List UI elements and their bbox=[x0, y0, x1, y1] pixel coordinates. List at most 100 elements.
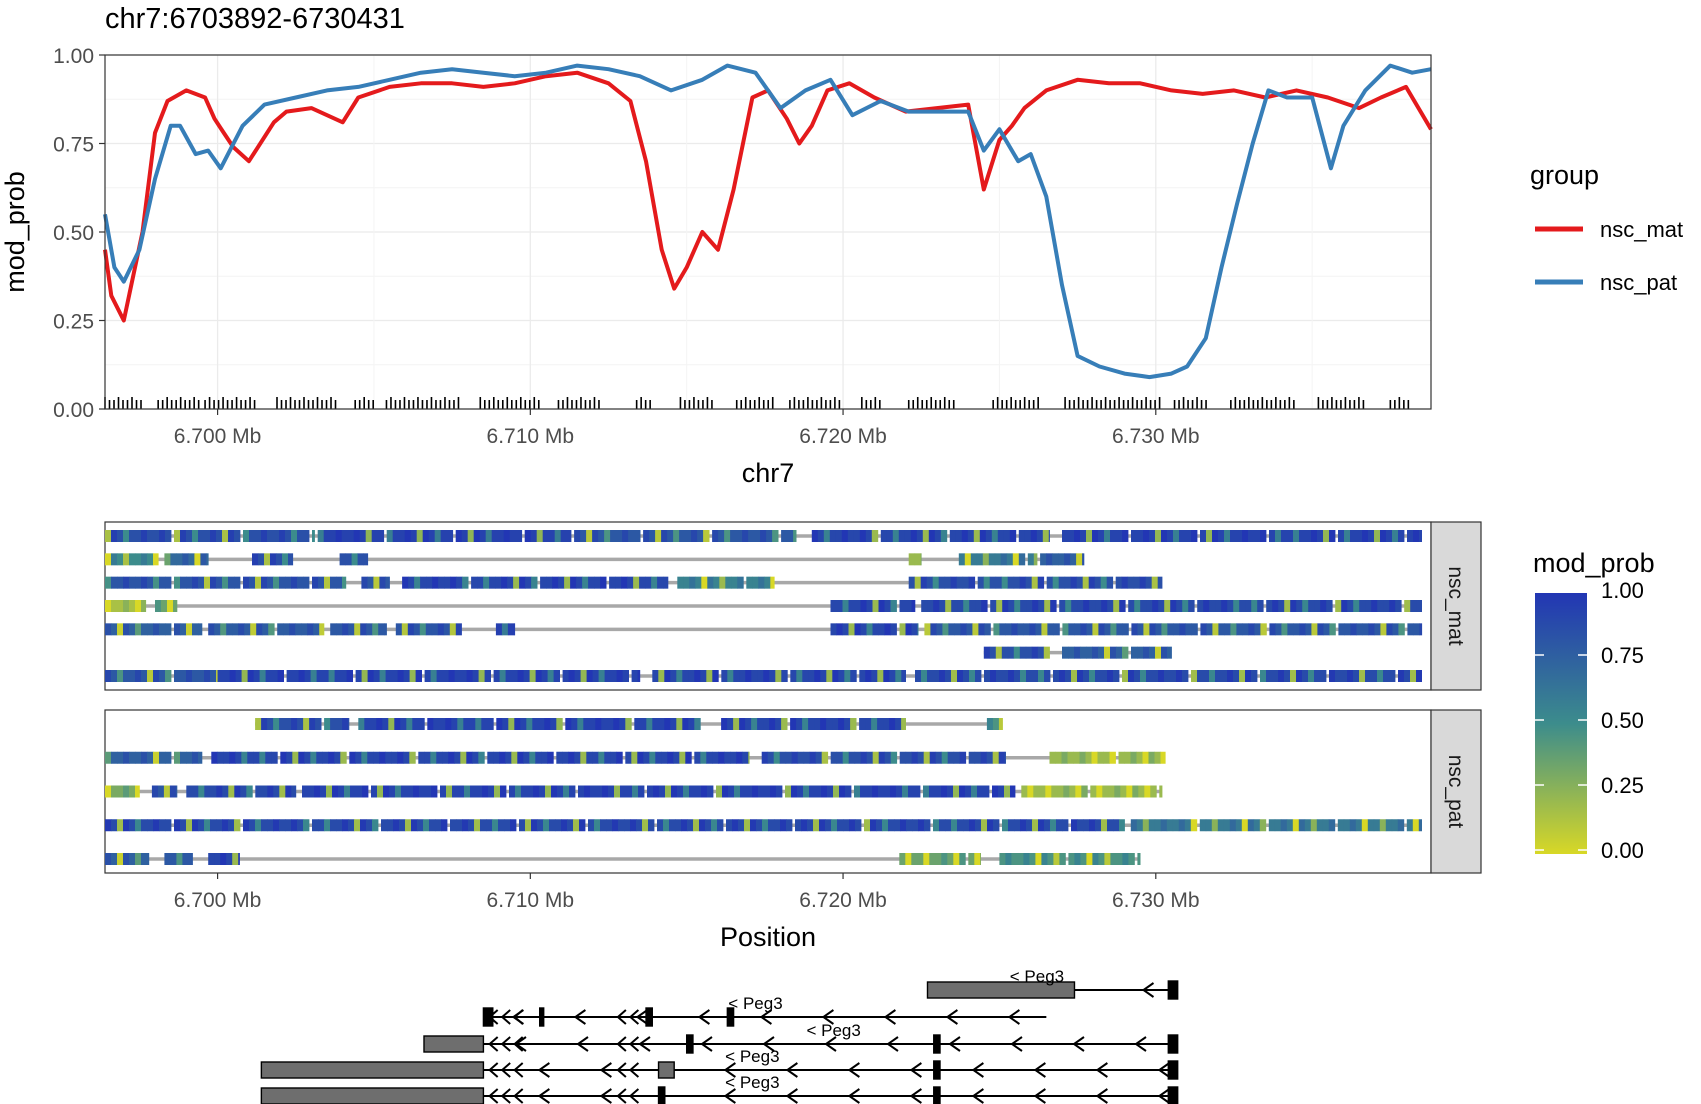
read-block bbox=[348, 623, 355, 636]
read-block bbox=[250, 623, 257, 636]
read-block bbox=[354, 819, 361, 832]
read-block bbox=[554, 530, 562, 542]
read-block bbox=[204, 785, 211, 798]
read-block bbox=[165, 819, 172, 832]
read-block bbox=[658, 670, 665, 682]
read-block bbox=[436, 751, 443, 764]
strand-arrow bbox=[945, 1009, 958, 1025]
strand-arrow bbox=[785, 1062, 798, 1078]
read-block bbox=[367, 751, 374, 764]
read-block bbox=[884, 600, 891, 612]
read-block bbox=[1092, 623, 1099, 636]
read-block bbox=[1149, 530, 1156, 542]
read-block bbox=[462, 819, 469, 832]
exon bbox=[657, 1086, 666, 1104]
read-block bbox=[135, 576, 142, 589]
read-block bbox=[658, 718, 665, 730]
read-block bbox=[192, 751, 199, 764]
read-block bbox=[726, 819, 733, 832]
read-block bbox=[141, 553, 148, 566]
read-block bbox=[865, 718, 872, 730]
read-block bbox=[401, 785, 408, 798]
read-block bbox=[141, 576, 148, 589]
read-block bbox=[117, 751, 124, 764]
read-block bbox=[892, 530, 900, 542]
strand-arrow bbox=[1010, 1036, 1023, 1052]
facet-strip-label: nsc_mat bbox=[1444, 566, 1467, 646]
read-block bbox=[1241, 819, 1249, 832]
read-block bbox=[661, 751, 668, 764]
read-block bbox=[1088, 576, 1096, 589]
strand-arrow bbox=[488, 1088, 499, 1104]
read-block bbox=[361, 670, 368, 682]
read-block bbox=[802, 670, 809, 682]
read-block bbox=[163, 785, 171, 798]
read-block bbox=[253, 751, 260, 764]
read-block bbox=[277, 623, 284, 636]
read-block bbox=[951, 600, 958, 612]
read-block bbox=[725, 576, 732, 589]
read-block bbox=[285, 819, 292, 832]
read-block bbox=[791, 751, 799, 764]
read-block bbox=[1211, 819, 1219, 832]
read-block bbox=[1296, 670, 1303, 682]
read-block bbox=[340, 670, 347, 682]
read-block bbox=[1160, 819, 1168, 832]
read-block bbox=[1173, 530, 1180, 542]
read-block bbox=[935, 751, 943, 764]
read-block bbox=[1026, 670, 1033, 682]
read-block bbox=[945, 670, 952, 682]
read-block bbox=[1215, 600, 1222, 612]
read-block bbox=[814, 670, 821, 682]
read-block bbox=[105, 553, 112, 566]
read-block bbox=[129, 785, 136, 798]
exon bbox=[1167, 1034, 1179, 1054]
read-row bbox=[255, 718, 1003, 730]
read-block bbox=[1272, 600, 1279, 612]
read-block bbox=[959, 853, 966, 865]
read-block bbox=[147, 853, 150, 865]
read-block bbox=[353, 530, 361, 542]
read-block bbox=[372, 623, 379, 636]
read-block bbox=[261, 530, 268, 542]
heatmap-x-axis: 6.700 Mb 6.710 Mb 6.720 Mb 6.730 Mb bbox=[174, 873, 1200, 912]
read-block bbox=[303, 819, 310, 832]
read-block bbox=[932, 576, 940, 589]
read-block bbox=[1326, 600, 1333, 612]
read-block bbox=[1041, 623, 1048, 636]
read-block bbox=[569, 785, 576, 798]
strand-arrow bbox=[616, 1088, 627, 1104]
read-block bbox=[499, 670, 506, 682]
read-block bbox=[1137, 530, 1144, 542]
read-row bbox=[105, 553, 1085, 566]
read-block bbox=[972, 623, 979, 636]
read-block bbox=[757, 718, 764, 730]
read-block bbox=[995, 646, 1003, 659]
read-block bbox=[1161, 623, 1168, 636]
read-block bbox=[1368, 623, 1375, 636]
position-rug bbox=[104, 397, 1410, 409]
read-block bbox=[442, 670, 449, 682]
read-block bbox=[1206, 530, 1213, 542]
read-block bbox=[947, 853, 954, 865]
read-block bbox=[192, 785, 199, 798]
read-block bbox=[535, 751, 542, 764]
read-block bbox=[153, 553, 159, 566]
read-block bbox=[1103, 751, 1110, 764]
read-block bbox=[402, 576, 409, 589]
read-block bbox=[425, 623, 433, 636]
read-block bbox=[1137, 646, 1144, 659]
read-block bbox=[636, 819, 643, 832]
read-block bbox=[424, 751, 431, 764]
read-block bbox=[323, 530, 331, 542]
read-block bbox=[210, 819, 217, 832]
read-block bbox=[829, 530, 837, 542]
read-block bbox=[1413, 623, 1420, 636]
read-block bbox=[860, 751, 868, 764]
read-block bbox=[691, 530, 698, 542]
read-block bbox=[1031, 576, 1039, 589]
read-block bbox=[1126, 785, 1133, 798]
read-block bbox=[1076, 576, 1084, 589]
strand-arrow bbox=[616, 1036, 627, 1052]
read-block bbox=[462, 576, 469, 589]
